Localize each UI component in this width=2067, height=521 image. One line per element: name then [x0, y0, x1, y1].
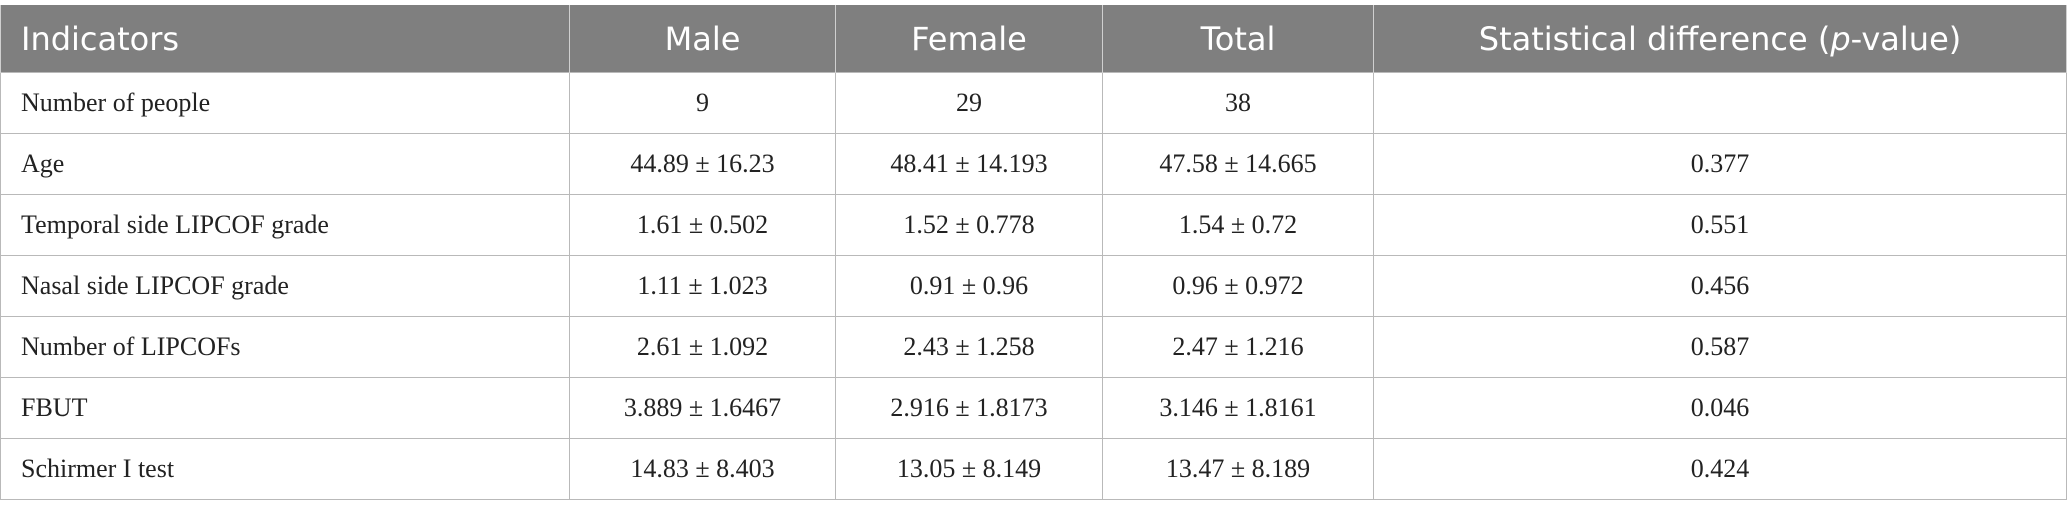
table-row: Number of people 9 29 38	[0, 72, 2067, 134]
table-row: FBUT 3.889 ± 1.6467 2.916 ± 1.8173 3.146 ± …	[0, 377, 2067, 439]
header-female: Female	[835, 5, 1103, 73]
header-male: Male	[569, 5, 836, 73]
cell-indicator: Age	[0, 133, 570, 195]
cell-p-value: 0.377	[1373, 133, 2067, 195]
table-header: Indicators Male Female Total Statistical…	[0, 5, 2067, 73]
table-row: Age 44.89 ± 16.23 48.41 ± 14.193 47.58 ± 14…	[0, 133, 2067, 195]
cell-male: 2.61 ± 1.092	[569, 316, 836, 378]
cell-indicator: Temporal side LIPCOF grade	[0, 194, 570, 256]
table-row: Number of LIPCOFs 2.61 ± 1.092 2.43 ± 1.25…	[0, 316, 2067, 378]
cell-p-value: 0.587	[1373, 316, 2067, 378]
table-row: Temporal side LIPCOF grade 1.61 ± 0.502 1.…	[0, 194, 2067, 256]
cell-total: 38	[1102, 72, 1374, 134]
cell-female: 2.43 ± 1.258	[835, 316, 1103, 378]
cell-male: 1.11 ± 1.023	[569, 255, 836, 317]
header-stat-prefix: Statistical difference (	[1478, 19, 1831, 58]
cell-total: 0.96 ± 0.972	[1102, 255, 1374, 317]
cell-female: 0.91 ± 0.96	[835, 255, 1103, 317]
cell-female: 1.52 ± 0.778	[835, 194, 1103, 256]
cell-total: 3.146 ± 1.8161	[1102, 377, 1374, 439]
cell-total: 47.58 ± 14.665	[1102, 133, 1374, 195]
cell-p-value	[1373, 72, 2067, 134]
header-total: Total	[1102, 5, 1374, 73]
table-body: Number of people 9 29 38 Age 44.89 ± 16.23 48.…	[0, 72, 2067, 500]
cell-indicator: FBUT	[0, 377, 570, 439]
cell-p-value: 0.456	[1373, 255, 2067, 317]
cell-female: 48.41 ± 14.193	[835, 133, 1103, 195]
cell-p-value: 0.424	[1373, 438, 2067, 500]
cell-male: 1.61 ± 0.502	[569, 194, 836, 256]
cell-female: 29	[835, 72, 1103, 134]
cell-female: 13.05 ± 8.149	[835, 438, 1103, 500]
cell-p-value: 0.551	[1373, 194, 2067, 256]
header-statistical-difference: Statistical difference (p-value)	[1373, 5, 2067, 73]
indicators-table: Indicators Male Female Total Statistical…	[0, 5, 2067, 500]
cell-male: 44.89 ± 16.23	[569, 133, 836, 195]
table-row: Schirmer I test 14.83 ± 8.403 13.05 ± 8.14…	[0, 438, 2067, 500]
cell-total: 13.47 ± 8.189	[1102, 438, 1374, 500]
header-stat-suffix: -value)	[1850, 19, 1962, 58]
cell-indicator: Nasal side LIPCOF grade	[0, 255, 570, 317]
cell-total: 2.47 ± 1.216	[1102, 316, 1374, 378]
header-row: Indicators Male Female Total Statistical…	[0, 5, 2067, 73]
cell-indicator: Number of people	[0, 72, 570, 134]
cell-male: 3.889 ± 1.6467	[569, 377, 836, 439]
data-table-container: Indicators Male Female Total Statistical…	[0, 5, 2067, 500]
header-stat-italic: p	[1830, 19, 1851, 58]
cell-male: 14.83 ± 8.403	[569, 438, 836, 500]
cell-male: 9	[569, 72, 836, 134]
cell-indicator: Schirmer I test	[0, 438, 570, 500]
cell-female: 2.916 ± 1.8173	[835, 377, 1103, 439]
cell-total: 1.54 ± 0.72	[1102, 194, 1374, 256]
header-indicators: Indicators	[0, 5, 570, 73]
cell-indicator: Number of LIPCOFs	[0, 316, 570, 378]
cell-p-value: 0.046	[1373, 377, 2067, 439]
table-row: Nasal side LIPCOF grade 1.11 ± 1.023 0.91 …	[0, 255, 2067, 317]
